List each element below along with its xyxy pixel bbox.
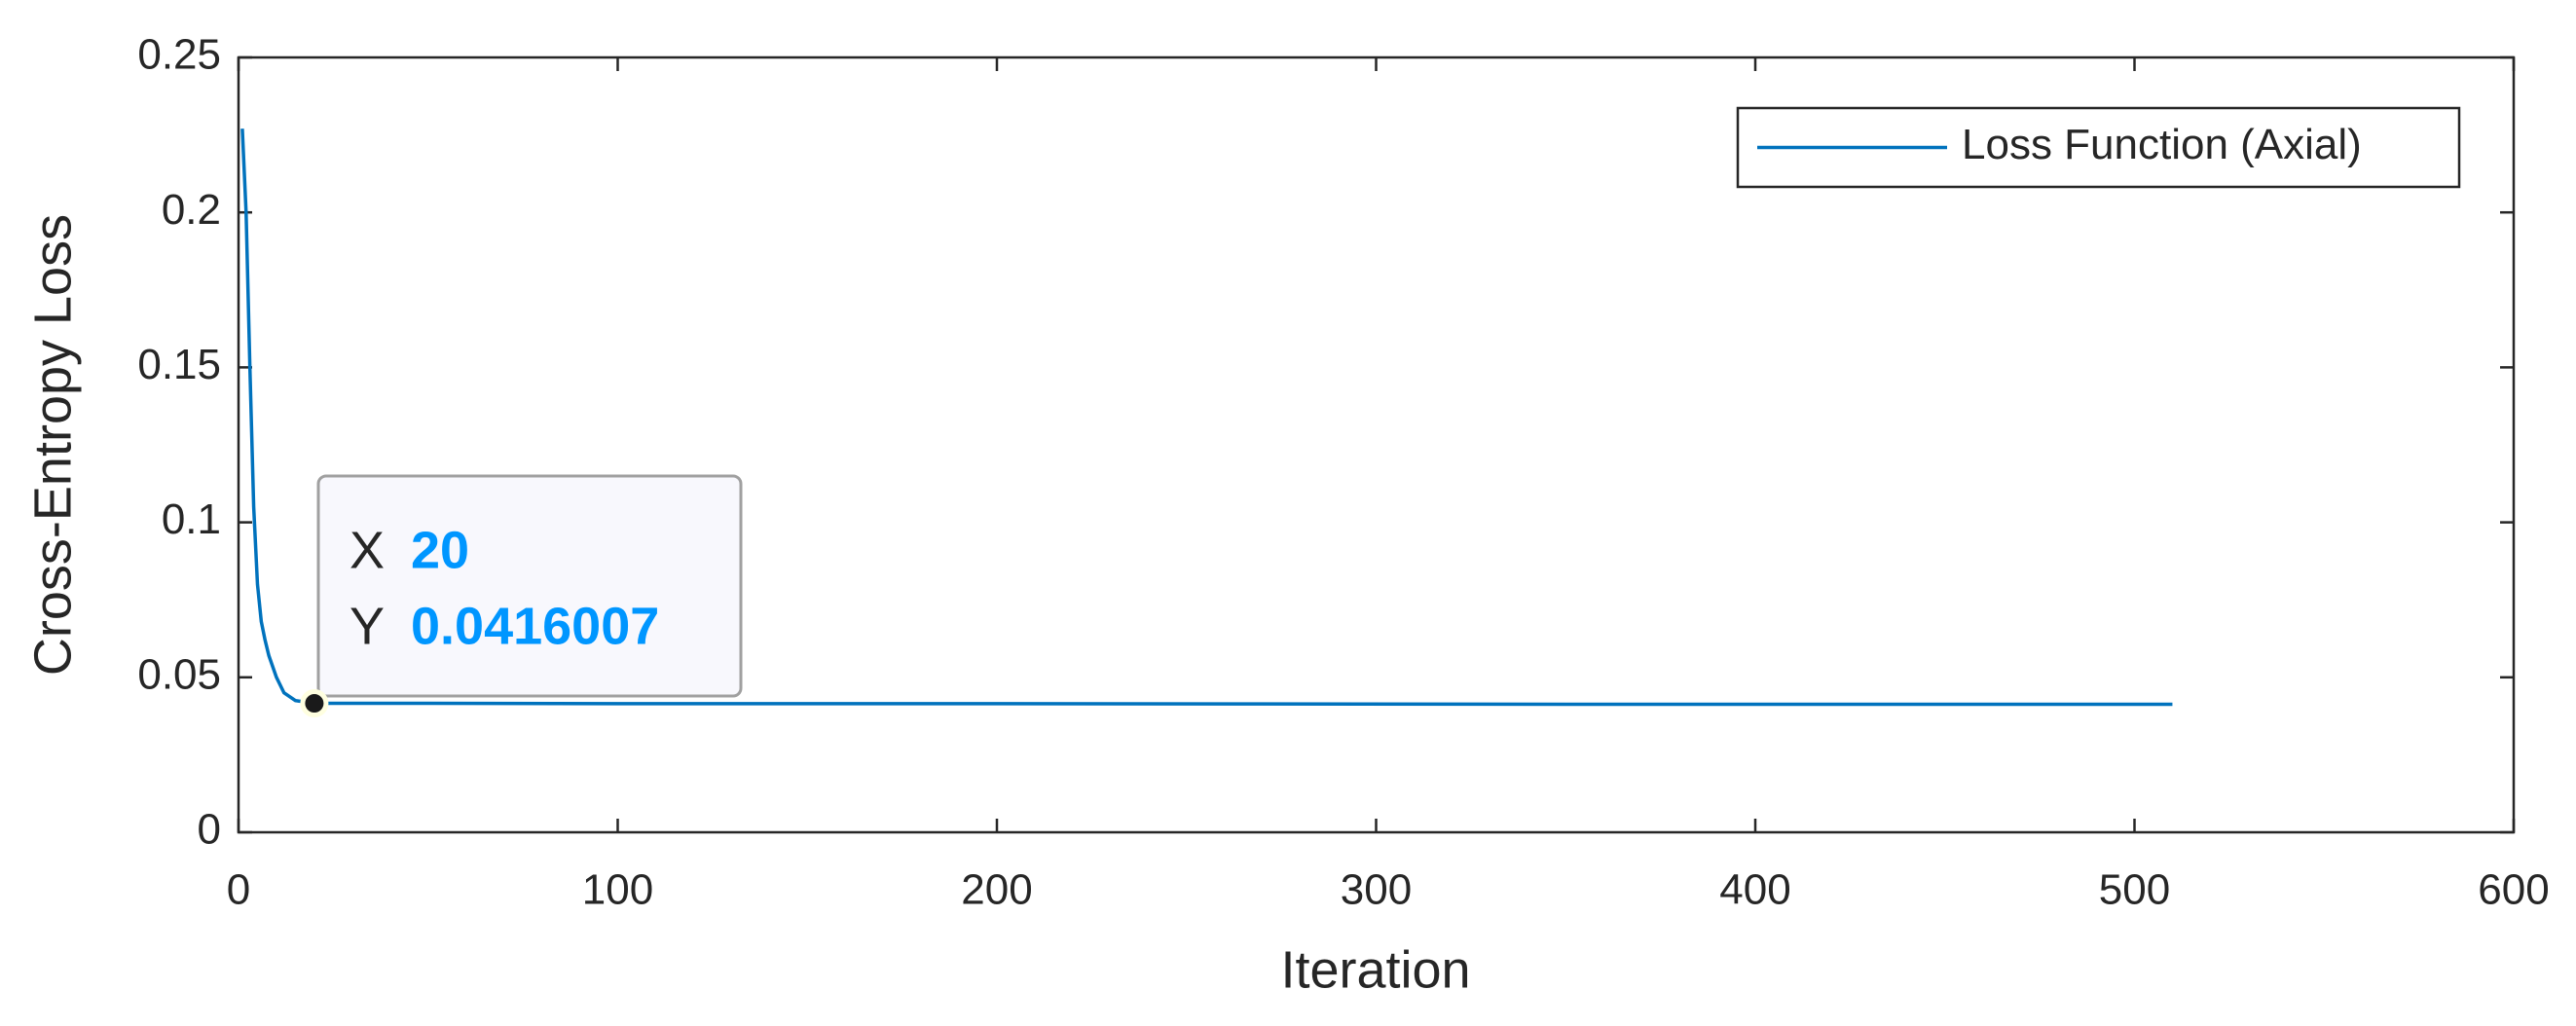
x-tick-label: 500: [2099, 866, 2170, 914]
datatip-label: Y: [350, 597, 385, 655]
y-tick-label: 0.1: [162, 495, 221, 543]
y-tick-label: 0.05: [137, 650, 221, 698]
datatip-label: X: [350, 521, 385, 579]
y-tick-label: 0.2: [162, 186, 221, 234]
datatip-value: 0.0416007: [411, 597, 659, 655]
datatip-value: 20: [411, 521, 469, 579]
x-axis-label: Iteration: [1280, 940, 1470, 999]
x-tick-label: 0: [227, 866, 250, 914]
y-tick-label: 0.25: [137, 31, 221, 79]
x-tick-label: 600: [2478, 866, 2549, 914]
x-tick-label: 300: [1341, 866, 1412, 914]
y-tick-label: 0.15: [137, 341, 221, 388]
legend-label: Loss Function (Axial): [1962, 121, 2362, 168]
x-tick-label: 200: [961, 866, 1032, 914]
datatip-box: [316, 474, 743, 698]
x-tick-label: 400: [1719, 866, 1790, 914]
x-tick-label: 100: [582, 866, 653, 914]
y-axis-label: Cross-Entropy Loss: [23, 214, 82, 676]
y-tick-label: 0: [198, 806, 221, 854]
loss-line: [240, 128, 2173, 707]
axes-box: [237, 55, 2516, 834]
datatip-marker: [300, 689, 329, 718]
